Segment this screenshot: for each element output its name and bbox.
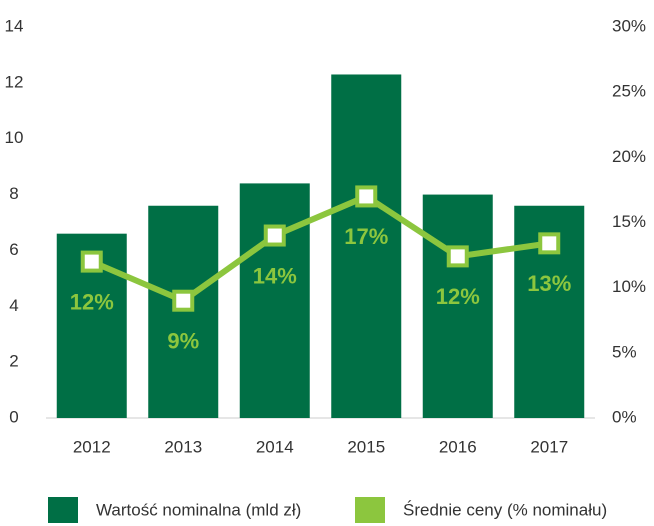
bar <box>331 74 402 418</box>
y-tick-label: 8 <box>9 184 18 203</box>
y2-tick-label: 15% <box>612 212 646 231</box>
x-tick-label: 2015 <box>347 437 385 456</box>
line <box>90 193 550 305</box>
marker <box>263 224 286 247</box>
marker <box>538 232 561 255</box>
y-tick-label: 2 <box>9 352 18 371</box>
y2-tick-label: 5% <box>612 342 637 361</box>
value-label: 13% <box>527 271 571 296</box>
marker <box>355 185 378 208</box>
value-label: 14% <box>253 263 297 288</box>
x-tick-label: 2017 <box>530 437 568 456</box>
y2-tick-label: 25% <box>612 82 646 101</box>
y2-tick-label: 10% <box>612 277 646 296</box>
x-tick-label: 2016 <box>439 437 477 456</box>
bar <box>148 205 219 418</box>
legend-label: Wartość nominalna (mld zł) <box>96 500 301 519</box>
value-label: 9% <box>167 329 199 354</box>
y-tick-label: 14 <box>5 16 24 35</box>
marker <box>172 289 195 312</box>
value-label: 12% <box>436 284 480 309</box>
marker <box>80 250 103 273</box>
value-label: 12% <box>70 289 114 314</box>
y-tick-label: 4 <box>9 296 18 315</box>
y-tick-label: 12 <box>5 72 24 91</box>
bar <box>422 194 493 418</box>
y-tick-label: 6 <box>9 240 18 259</box>
x-tick-label: 2014 <box>256 437 294 456</box>
y2-tick-label: 0% <box>612 407 637 426</box>
x-tick-label: 2012 <box>73 437 111 456</box>
bar <box>239 183 310 418</box>
legend-swatch <box>355 497 385 523</box>
x-tick-label: 2013 <box>164 437 202 456</box>
marker <box>446 245 469 268</box>
y-tick-label: 10 <box>5 128 24 147</box>
y2-tick-label: 20% <box>612 147 646 166</box>
legend-swatch <box>48 497 78 523</box>
y-tick-label: 0 <box>9 407 18 426</box>
y2-tick-label: 30% <box>612 16 646 35</box>
legend-label: Średnie ceny (% nominału) <box>403 500 607 519</box>
value-label: 17% <box>344 224 388 249</box>
